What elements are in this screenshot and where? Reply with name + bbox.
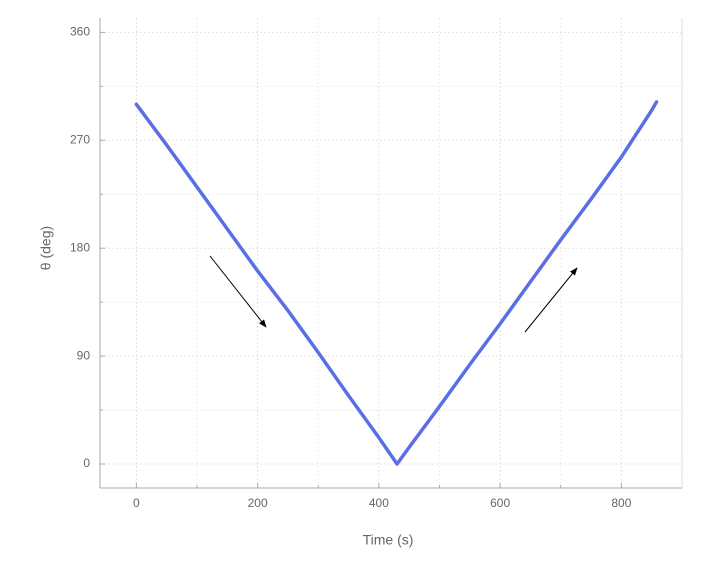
arrow-up [524,267,578,333]
x-tick-label: 0 [133,496,140,510]
y-tick-label: 0 [83,456,90,470]
y-tick-label: 270 [70,132,90,146]
x-axis-title: Time (s) [363,532,414,548]
data-line [134,100,659,466]
x-tick-label: 400 [369,496,389,510]
x-tick-label: 800 [611,496,631,510]
y-tick-label: 360 [70,25,90,39]
x-tick-label: 200 [248,496,268,510]
x-tick-label: 600 [490,496,510,510]
y-tick-label: 90 [77,348,91,362]
plot-layer [100,18,682,488]
y-tick-label: 180 [70,240,90,254]
arrow-down [209,255,267,328]
y-axis-title: θ (deg) [38,226,54,270]
